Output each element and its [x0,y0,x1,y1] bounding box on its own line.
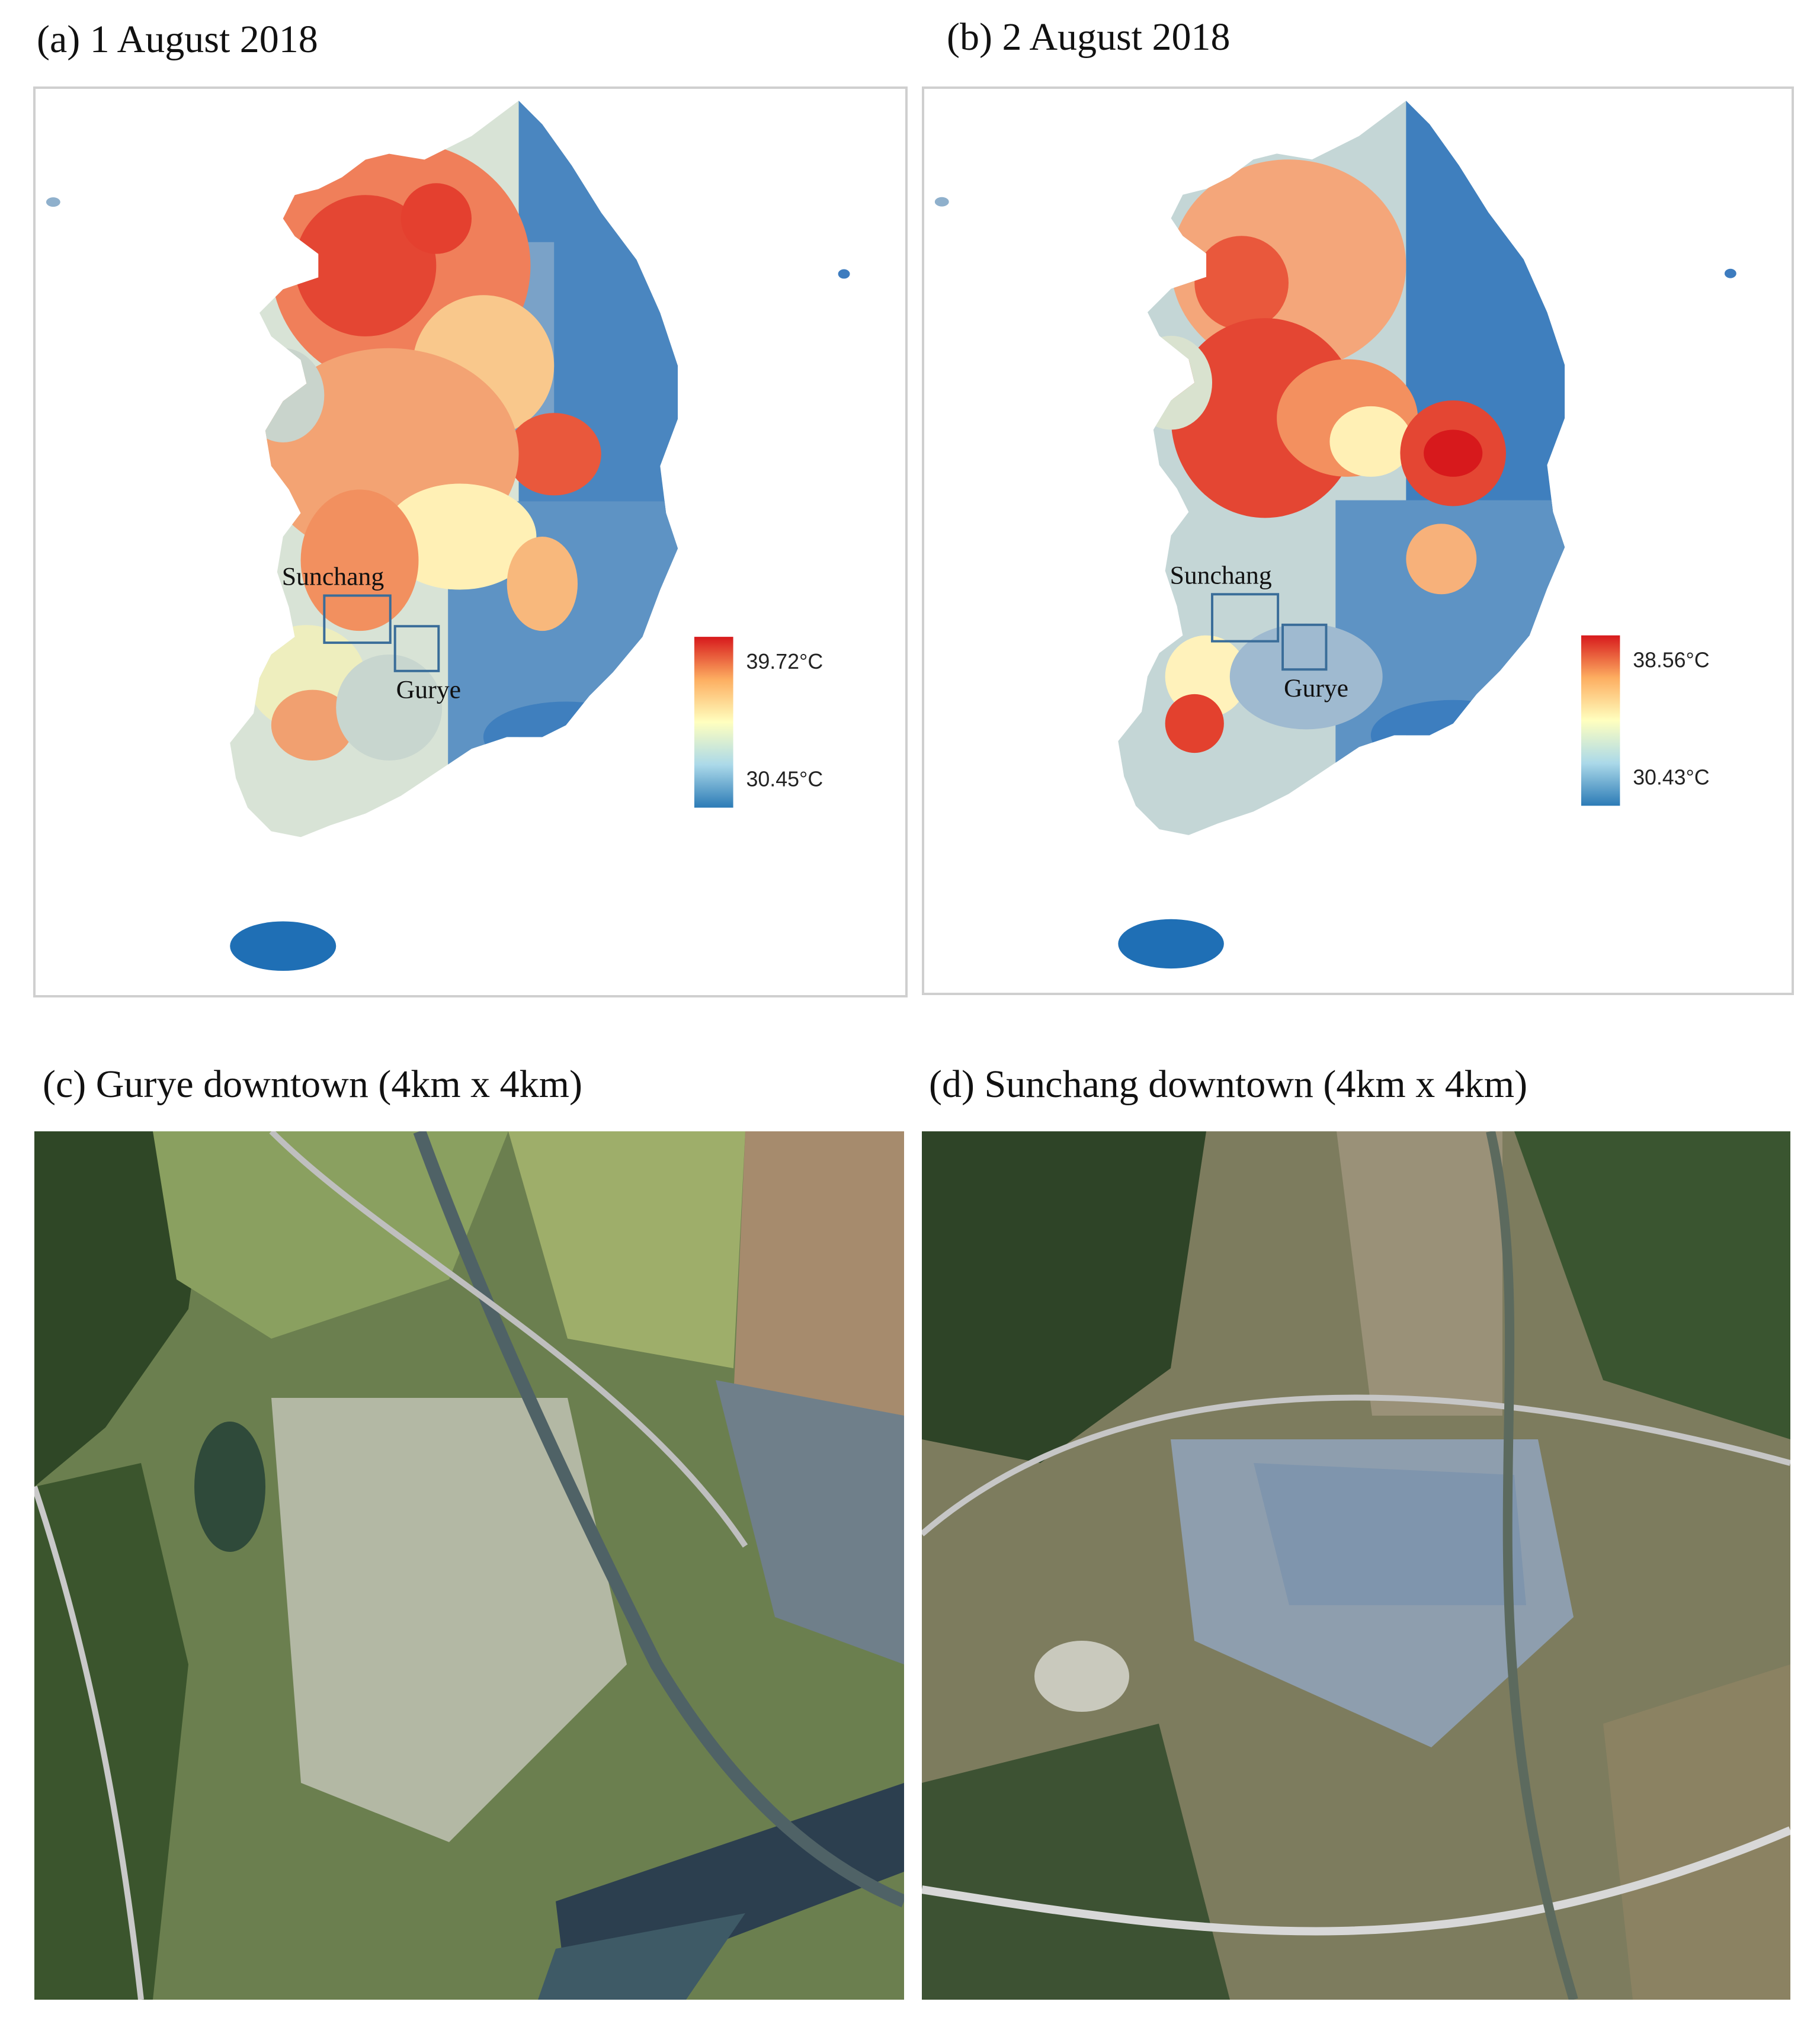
sunchang-box-a [323,594,392,644]
colorbar-a [694,637,733,808]
colorbar-max-a: 39.72°C [746,650,823,673]
colorbar-max-b: 38.56°C [1633,648,1709,672]
korea-districts-b [1118,101,1565,835]
gurye-label-a: Gurye [396,676,461,704]
temperature-map-b: Sunchang Gurye 38.56°C 30.43°C [922,86,1794,995]
caption-panel-b: (b) 2 August 2018 [947,15,1231,59]
caption-panel-a: (a) 1 August 2018 [37,18,318,61]
temperature-map-a: Sunchang Gurye 39.72°C 30.45°C [33,86,908,997]
sunchang-satellite-image [922,1131,1790,2000]
colorbar-b [1581,635,1620,806]
caption-panel-c: (c) Gurye downtown (4km x 4km) [43,1063,582,1106]
colorbar-min-a: 30.45°C [746,768,823,791]
dokdo-island-a [838,269,850,279]
map-b-svg: Sunchang Gurye 38.56°C 30.43°C [934,101,1736,969]
jeju-island-b [1118,919,1224,969]
west-islet-a [46,197,60,207]
sunchang-label-a: Sunchang [282,563,384,591]
west-islet-b [934,197,949,207]
korea-districts-a [230,101,678,838]
gurye-box-b [1281,623,1328,671]
sunchang-label-b: Sunchang [1170,561,1272,589]
map-a-svg: Sunchang Gurye 39.72°C 30.45°C [46,101,850,971]
gurye-label-b: Gurye [1284,674,1348,702]
caption-panel-d: (d) Sunchang downtown (4km x 4km) [929,1063,1528,1106]
sunchang-box-b [1211,593,1280,643]
colorbar-min-b: 30.43°C [1633,766,1709,790]
dokdo-island-b [1724,268,1736,278]
jeju-island-a [230,921,337,971]
gurye-satellite-image [34,1131,904,2000]
gurye-box-a [393,625,440,672]
